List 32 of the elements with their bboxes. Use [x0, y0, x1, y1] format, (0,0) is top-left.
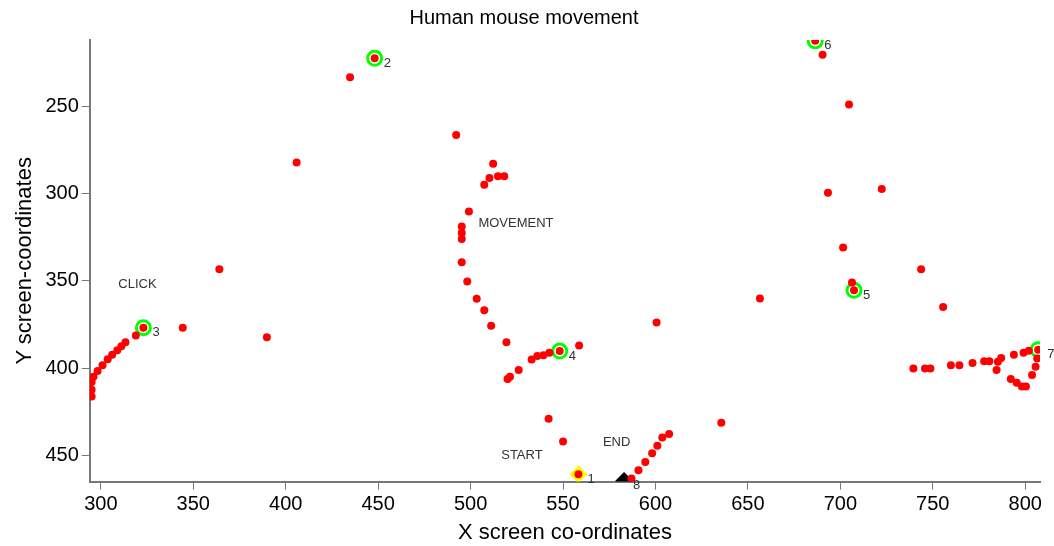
x-tick-label: 650	[731, 492, 765, 515]
y-tick-label: 400	[45, 355, 79, 378]
annotation: CLICK	[118, 276, 157, 292]
annotation: 4	[568, 347, 576, 363]
x-tick-label: 800	[1008, 492, 1042, 515]
x-tick-label: 300	[84, 492, 118, 515]
annotation: 6	[824, 37, 832, 53]
x-tick-label: 600	[638, 492, 673, 515]
annotation: MOVEMENT	[478, 214, 554, 230]
y-tick-label: 250	[45, 93, 79, 116]
annotation: END	[602, 433, 631, 449]
x-tick-label: 500	[453, 492, 488, 515]
x-tick-label: 350	[176, 492, 210, 515]
x-tick-label: 750	[916, 492, 950, 515]
annotation: 5	[863, 286, 871, 302]
x-tick-label: 550	[546, 492, 580, 515]
annotation: 2	[383, 54, 391, 70]
y-tick-label: 450	[45, 442, 79, 465]
chart-title: Human mouse movement	[409, 5, 639, 28]
y-tick-label: 300	[45, 181, 79, 204]
annotation: 7	[1047, 346, 1054, 362]
point	[134, 319, 152, 337]
y-axis-title: Y screen-coordinates	[11, 157, 37, 365]
x-tick-label: 450	[361, 492, 395, 515]
annotation: 3	[152, 324, 160, 340]
point	[551, 342, 569, 360]
y-tick-label: 350	[45, 268, 79, 291]
point	[845, 281, 863, 299]
x-tick-label: 400	[269, 492, 303, 515]
x-axis-title: X screen co-ordinates	[457, 518, 672, 544]
x-tick-label: 700	[823, 492, 858, 515]
annotation: START	[501, 446, 543, 462]
